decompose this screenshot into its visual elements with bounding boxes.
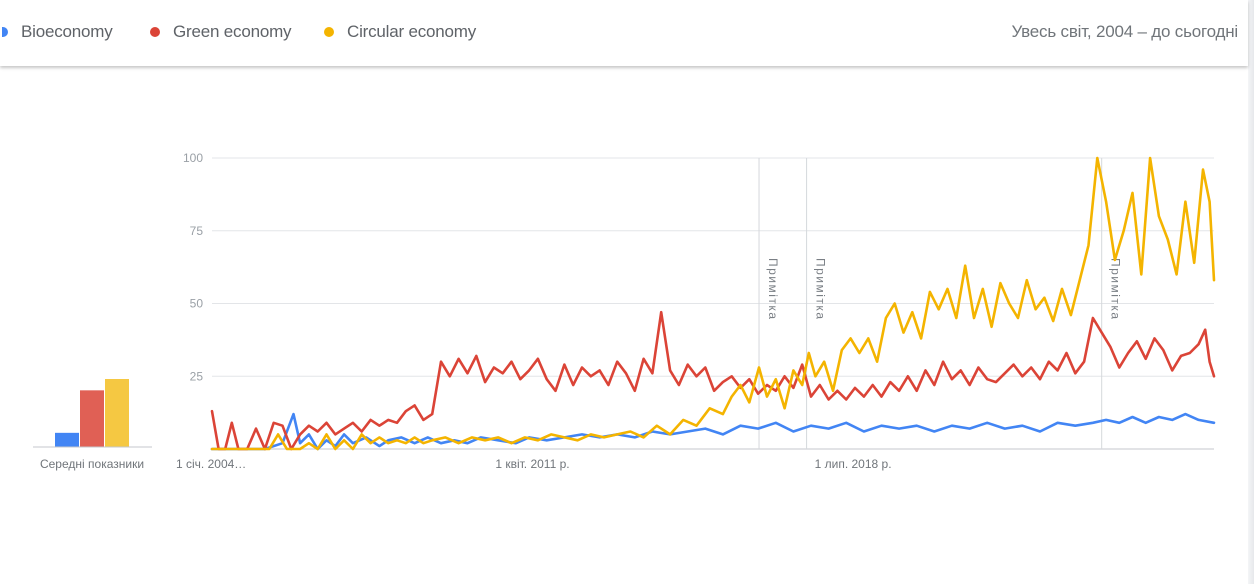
annotation-label: Примітка <box>766 258 780 321</box>
average-bar <box>105 379 129 447</box>
red-dot-icon <box>150 27 160 37</box>
legend-header: Bioeconomy Green economy Circular econom… <box>0 0 1248 66</box>
average-bar <box>80 390 104 447</box>
x-axis: 1 січ. 2004… 1 квіт. 2011 р. 1 лип. 2018 р… <box>176 457 892 471</box>
legend-label: Circular economy <box>347 22 477 41</box>
y-tick-label: 75 <box>190 224 204 238</box>
annotation-label: Примітка <box>1109 258 1123 321</box>
series-lines <box>210 156 1216 451</box>
average-bar <box>55 432 79 447</box>
x-tick-label: 1 квіт. 2011 р. <box>495 457 569 471</box>
legend-item-green-economy[interactable]: Green economy <box>150 20 292 44</box>
legend-label: Green economy <box>173 22 292 41</box>
blue-dot-icon <box>2 27 8 37</box>
annotations: Примітка Примітка Примітка <box>758 158 1123 449</box>
y-tick-label: 100 <box>183 151 203 165</box>
card-edge <box>1248 0 1254 584</box>
legend-item-circular-economy[interactable]: Circular economy <box>324 20 476 44</box>
y-tick-label: 25 <box>190 369 204 383</box>
series-line-circular-economy <box>210 156 1216 451</box>
x-tick-label: 1 січ. 2004… <box>176 457 246 471</box>
averages-bars: Середні показники <box>33 379 152 471</box>
range-label[interactable]: Увесь світ, 2004 – до сьогодні <box>1011 22 1239 41</box>
series-line-green-economy <box>210 310 1216 451</box>
y-tick-label: 50 <box>190 297 204 311</box>
x-tick-label: 1 лип. 2018 р. <box>815 457 892 471</box>
averages-label: Середні показники <box>40 457 144 471</box>
yellow-dot-icon <box>324 27 334 37</box>
legend-label: Bioeconomy <box>21 22 113 41</box>
annotation-label: Примітка <box>814 258 828 321</box>
legend-item-bioeconomy[interactable]: Bioeconomy <box>2 20 113 44</box>
